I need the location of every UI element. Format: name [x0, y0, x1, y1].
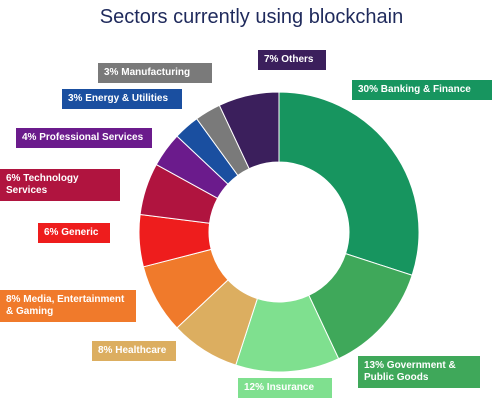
value-label: 7% [264, 54, 279, 65]
category-label: Energy & Utilities [85, 93, 169, 104]
slice [218, 91, 280, 170]
label-box: 13% Government & Public Goods [358, 356, 480, 388]
label-box: 6% Generic [38, 223, 110, 243]
value-label: 3% [68, 93, 83, 104]
category-label: Manufacturing [121, 67, 191, 78]
label-box: 4% Professional Services [16, 128, 152, 148]
label-box: 6% Technology Services [0, 169, 120, 201]
value-label: 30% [358, 84, 379, 95]
chart-title: Sectors currently using blockchain [99, 6, 404, 28]
value-label: 8% [98, 345, 113, 356]
label-box: 3% Manufacturing [98, 63, 212, 83]
label-box: 12% Insurance [238, 378, 332, 398]
label-box: 8% Healthcare [92, 341, 176, 361]
label-box: 30% Banking & Finance [352, 80, 492, 100]
value-label: 3% [104, 67, 119, 78]
category-label: Healthcare [115, 345, 167, 356]
value-label: 8% [6, 294, 21, 305]
value-label: 6% [6, 173, 21, 184]
category-label: Technology Services [6, 173, 79, 196]
value-label: 12% [244, 382, 265, 393]
label-box: 7% Others [258, 50, 326, 70]
slice [278, 91, 420, 276]
category-label: Generic [61, 227, 99, 238]
category-label: Government & Public Goods [364, 360, 456, 383]
label-box: 8% Media, Entertainment & Gaming [0, 290, 136, 322]
category-label: Professional Services [39, 132, 144, 143]
label-box: 3% Energy & Utilities [62, 89, 182, 109]
value-label: 4% [22, 132, 37, 143]
category-label: Insurance [266, 382, 315, 393]
value-label: 6% [44, 227, 59, 238]
category-label: Media, Entertainment & Gaming [6, 294, 125, 317]
category-label: Others [281, 54, 314, 65]
value-label: 13% [364, 360, 385, 371]
category-label: Banking & Finance [380, 84, 471, 95]
